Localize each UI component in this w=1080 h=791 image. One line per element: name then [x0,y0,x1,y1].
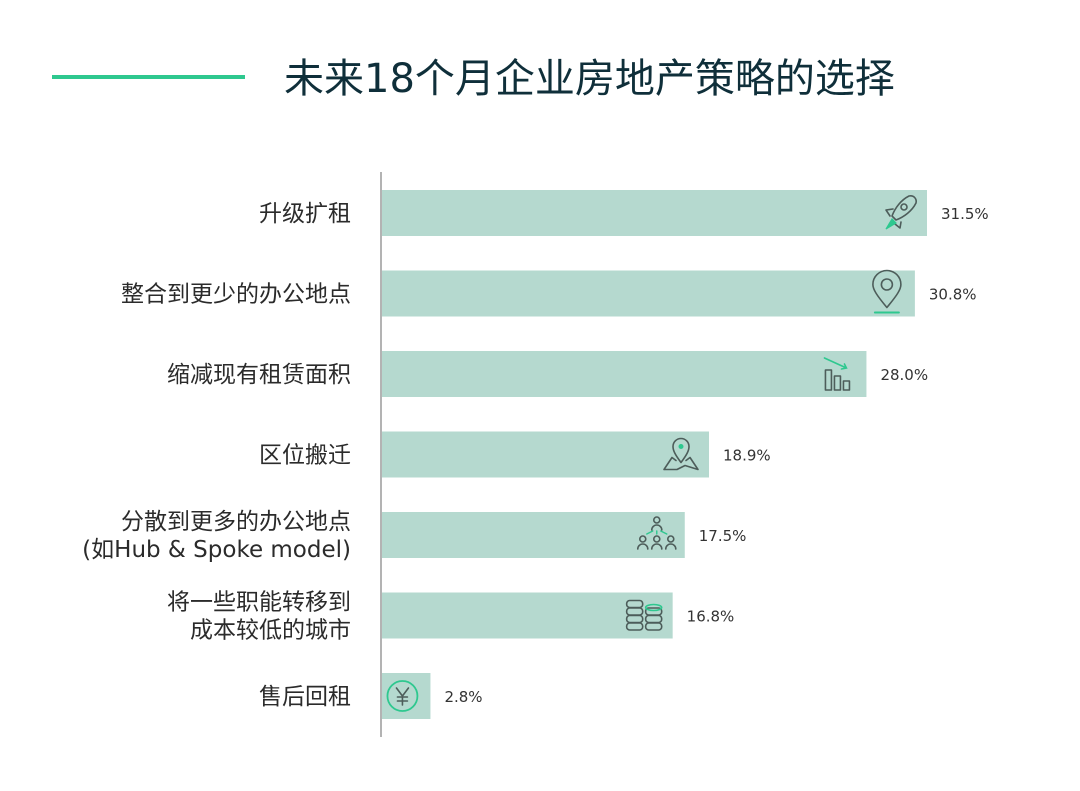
category-label-line: (如Hub & Spoke model) [82,537,351,563]
category-label-line: 升级扩租 [259,201,351,227]
value-label: 28.0% [880,366,928,384]
bar [382,512,685,558]
value-label: 17.5% [699,527,747,545]
category-label-line: 缩减现有租赁面积 [167,362,351,388]
bar [382,592,673,639]
map-location-icon [663,437,699,471]
rocket-icon [885,195,917,230]
yen-coin-icon [386,680,419,712]
bar-decline-icon [823,357,851,391]
bars-group: 31.5% 升级扩租 30.8% 整合到更少的办公地点 28.0% 缩减现有租赁面积 18.… [82,190,989,719]
category-label-line: 将一些职能转移到 [167,590,351,616]
bar [382,673,431,719]
coin-stack-icon [625,599,663,631]
category-label: 升级扩租 [259,201,351,227]
map-pin-icon [872,269,902,314]
bar [382,351,867,397]
category-label: 区位搬迁 [259,443,351,469]
value-label: 30.8% [929,286,977,304]
bar [382,190,927,236]
bar [382,270,915,317]
people-network-icon [636,516,677,550]
category-label: 缩减现有租赁面积 [167,362,351,388]
value-label: 31.5% [941,205,989,223]
category-label: 分散到更多的办公地点(如Hub & Spoke model) [82,509,351,563]
category-label: 整合到更少的办公地点 [121,282,351,308]
value-label: 18.9% [723,447,771,465]
value-label: 2.8% [444,688,482,706]
category-label: 将一些职能转移到成本较低的城市 [167,590,351,644]
category-label-line: 售后回租 [259,684,351,710]
chart-title: 未来18个月企业房地产策略的选择 [284,56,895,102]
category-label-line: 区位搬迁 [259,443,351,469]
bar [382,431,709,478]
category-label: 售后回租 [259,684,351,710]
value-label: 16.8% [687,608,735,626]
category-label-line: 整合到更少的办公地点 [121,282,351,308]
category-label-line: 分散到更多的办公地点 [121,509,351,535]
category-label-line: 成本较低的城市 [190,618,351,644]
